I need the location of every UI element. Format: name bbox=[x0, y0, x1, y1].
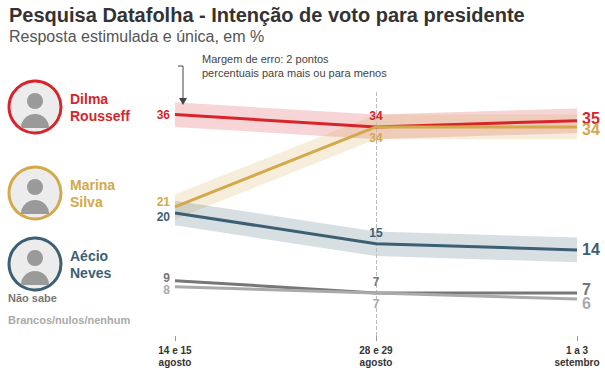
svg-text:Dilma: Dilma bbox=[70, 91, 108, 107]
svg-text:Margem de erro: 2 pontos: Margem de erro: 2 pontos bbox=[202, 53, 329, 65]
svg-text:8: 8 bbox=[163, 283, 170, 297]
svg-text:14: 14 bbox=[582, 241, 600, 258]
svg-text:Pesquisa Datafolha - Intenção: Pesquisa Datafolha - Intenção de voto pa… bbox=[9, 4, 525, 26]
svg-text:Resposta estimulada e única, e: Resposta estimulada e única, em % bbox=[9, 28, 264, 45]
svg-text:agosto: agosto bbox=[159, 357, 192, 368]
svg-text:7: 7 bbox=[373, 297, 380, 311]
svg-text:setembro: setembro bbox=[554, 357, 599, 368]
svg-text:35: 35 bbox=[582, 110, 600, 128]
svg-text:9: 9 bbox=[163, 270, 170, 285]
svg-text:36: 36 bbox=[157, 108, 171, 122]
svg-text:28 e 29: 28 e 29 bbox=[359, 345, 393, 356]
svg-text:Silva: Silva bbox=[70, 194, 103, 210]
svg-text:14 e 15: 14 e 15 bbox=[158, 345, 192, 356]
svg-text:agosto: agosto bbox=[360, 357, 393, 368]
svg-text:Rousseff: Rousseff bbox=[70, 108, 130, 124]
svg-text:7: 7 bbox=[582, 281, 591, 299]
svg-text:34: 34 bbox=[369, 109, 383, 123]
svg-text:Brancos/nulos/nenhum: Brancos/nulos/nenhum bbox=[8, 314, 130, 326]
svg-text:Marina: Marina bbox=[70, 177, 115, 193]
svg-text:34: 34 bbox=[582, 121, 600, 138]
svg-text:20: 20 bbox=[157, 210, 171, 224]
svg-text:Não sabe: Não sabe bbox=[8, 292, 57, 304]
svg-text:Aécio: Aécio bbox=[70, 248, 108, 264]
svg-text:34: 34 bbox=[369, 131, 383, 145]
svg-text:Neves: Neves bbox=[70, 265, 111, 281]
svg-text:6: 6 bbox=[582, 295, 591, 312]
svg-text:7: 7 bbox=[373, 275, 380, 289]
svg-text:21: 21 bbox=[157, 195, 171, 209]
svg-text:1 a 3: 1 a 3 bbox=[566, 345, 589, 356]
svg-text:percentuais para mais ou para: percentuais para mais ou para menos bbox=[202, 67, 387, 79]
svg-text:15: 15 bbox=[369, 226, 383, 240]
